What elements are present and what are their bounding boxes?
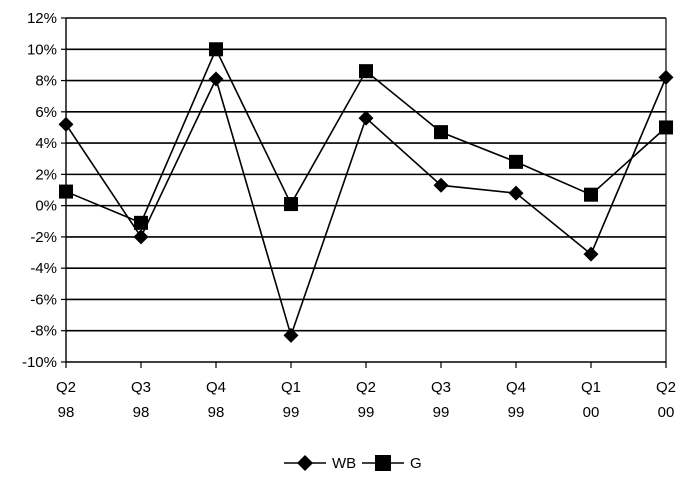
data-point-g	[284, 197, 298, 212]
x-tick-label-year: 99	[283, 404, 300, 421]
data-point-wb	[583, 246, 599, 262]
x-tick-label-year: 99	[433, 404, 450, 421]
legend-marker-g	[375, 455, 391, 471]
data-point-g	[659, 120, 673, 135]
x-tick-label-year: 99	[358, 404, 375, 421]
data-point-g	[434, 125, 448, 140]
series	[58, 42, 674, 343]
y-tick-label: -4%	[30, 260, 57, 277]
legend: WB G	[284, 455, 422, 472]
x-tick-label: Q2	[356, 379, 376, 396]
x-tick-label: Q3	[131, 379, 151, 396]
x-tick-labels: Q2 98 Q3 98 Q4 98 Q1 99 Q2 99 Q3 99 Q4 99 Q1 00 Q2 00	[56, 379, 676, 421]
y-tick-labels: 12% 10% 8% 6% 4% 2% 0% -2% -4% -6% -8% -10%	[22, 10, 57, 371]
y-tick-label: 12%	[27, 10, 57, 27]
x-tick-label-year: 00	[583, 404, 600, 421]
x-tick-label: Q1	[581, 379, 601, 396]
y-tick-label: 10%	[27, 41, 57, 58]
x-tick-label: Q4	[506, 379, 526, 396]
y-tick-label: 8%	[35, 73, 57, 90]
data-point-wb	[658, 69, 674, 85]
y-tick-label: -10%	[22, 354, 57, 371]
data-point-g	[134, 215, 148, 230]
data-point-wb	[508, 185, 524, 201]
x-tick-label-year: 98	[58, 404, 75, 421]
data-point-wb	[208, 71, 224, 87]
x-tick-label: Q4	[206, 379, 226, 396]
x-tick-label-year: 98	[208, 404, 225, 421]
x-tick-label: Q2	[656, 379, 676, 396]
x-tick-label-year: 99	[508, 404, 525, 421]
x-tick-label-year: 00	[658, 404, 675, 421]
data-point-wb	[283, 327, 299, 343]
data-point-g	[59, 184, 73, 199]
y-tick-label: -8%	[30, 323, 57, 340]
y-tick-label: 6%	[35, 104, 57, 121]
y-tick-label: 2%	[35, 166, 57, 183]
legend-label-wb: WB	[332, 455, 356, 472]
gridlines	[66, 17, 666, 332]
data-point-g	[584, 187, 598, 202]
data-point-wb	[358, 110, 374, 126]
x-tick-label: Q1	[281, 379, 301, 396]
y-tick-label: 0%	[35, 198, 57, 215]
y-tick-label: 4%	[35, 135, 57, 152]
x-tick-label: Q3	[431, 379, 451, 396]
data-point-g	[509, 154, 523, 169]
x-tick-label: Q2	[56, 379, 76, 396]
data-point-wb	[58, 116, 74, 132]
y-tick-label: -6%	[30, 291, 57, 308]
y-tick-label: -2%	[30, 229, 57, 246]
data-point-wb	[133, 229, 149, 245]
legend-marker-wb	[297, 455, 313, 471]
x-tick-label-year: 98	[133, 404, 150, 421]
data-point-wb	[433, 177, 449, 193]
data-point-g	[209, 42, 223, 57]
legend-label-g: G	[410, 455, 422, 472]
data-point-g	[359, 64, 373, 79]
